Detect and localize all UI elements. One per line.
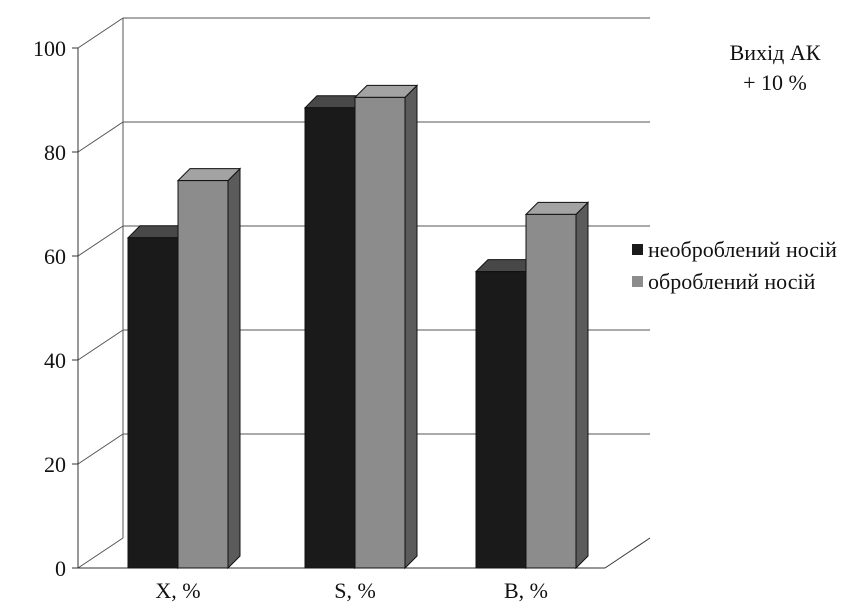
- bar: [525, 213, 577, 569]
- bar: [354, 96, 406, 569]
- bar: [177, 180, 229, 569]
- y-tick-label: 0: [55, 556, 66, 581]
- x-category-label: S, %: [334, 578, 376, 603]
- y-tick-label: 20: [44, 452, 66, 477]
- legend-swatch-treated: [632, 276, 643, 287]
- legend-label-untreated: необроблений носій: [648, 237, 837, 262]
- y-tick-label: 80: [44, 140, 66, 165]
- y-tick-label: 100: [33, 36, 66, 61]
- gridline-diagonal: [77, 537, 124, 569]
- floor-right-edge: [604, 537, 651, 569]
- bar-side: [227, 167, 241, 570]
- gridline-diagonal: [77, 329, 124, 361]
- legend: необроблений носій оброблений носій: [632, 236, 864, 300]
- gridline-diagonal: [77, 433, 124, 465]
- bar: [127, 237, 179, 569]
- bar-side: [404, 84, 418, 570]
- legend-swatch-untreated: [632, 244, 643, 255]
- y-tick-label: 60: [44, 244, 66, 269]
- bar: [475, 271, 527, 569]
- legend-item-untreated: необроблений носій: [632, 236, 864, 264]
- gridline-diagonal: [77, 225, 124, 257]
- y-tick-label: 40: [44, 348, 66, 373]
- x-category-label: B, %: [504, 578, 548, 603]
- x-category-label: X, %: [155, 578, 200, 603]
- bar-layer: [126, 84, 590, 570]
- legend-label-treated: оброблений носій: [648, 269, 816, 294]
- bar: [304, 107, 356, 569]
- chart-annotation: Вихід АК + 10 %: [729, 40, 821, 95]
- legend-item-treated: оброблений носій: [632, 268, 864, 296]
- bar-side: [575, 201, 589, 570]
- label-layer: 0 20 40 60 80 100 X, % S, % B, %: [33, 36, 548, 603]
- gridline-diagonal: [77, 121, 124, 153]
- gridline-diagonal: [77, 17, 124, 49]
